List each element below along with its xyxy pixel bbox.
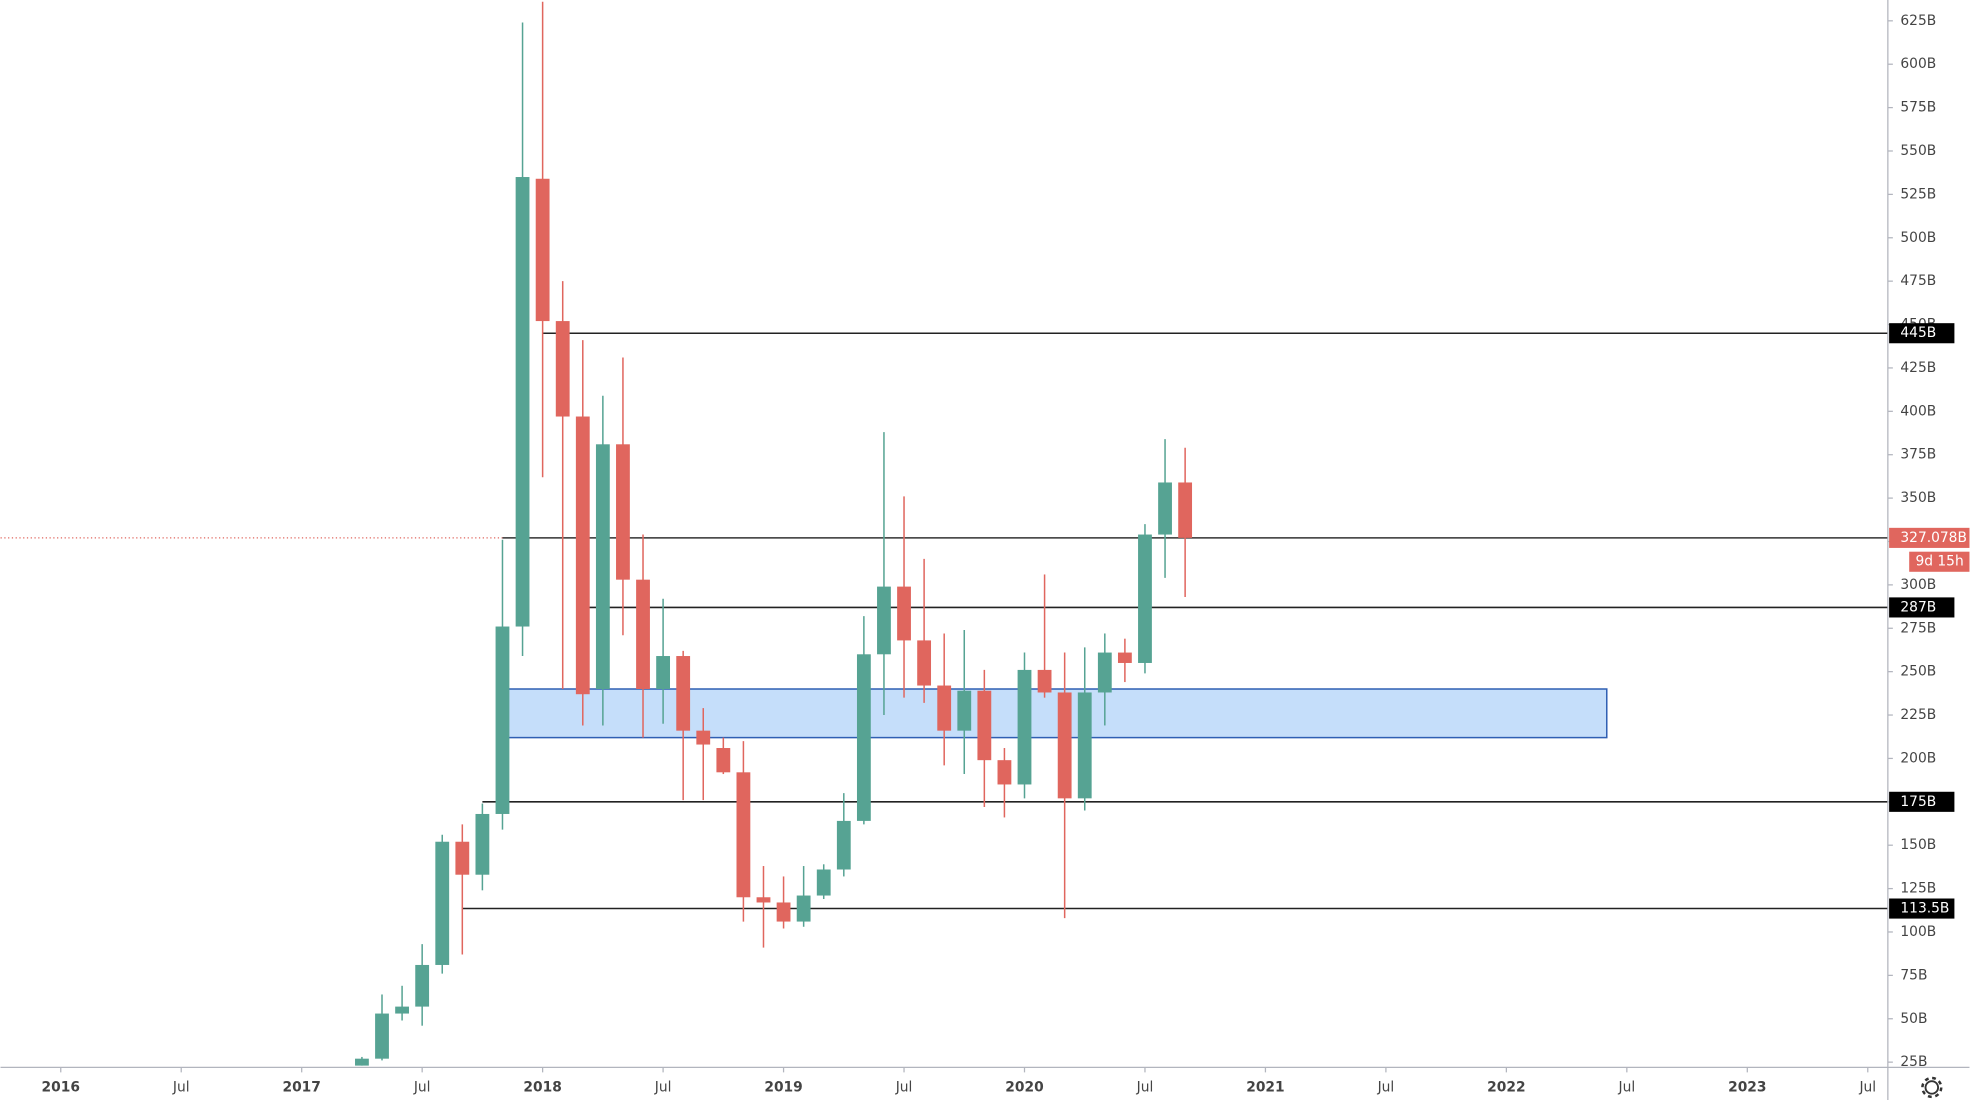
countdown-label: 9d 15h xyxy=(1915,554,1963,570)
y-tick-label: 425B xyxy=(1900,360,1936,376)
candle-body xyxy=(375,1013,389,1059)
x-tick-label: 2021 xyxy=(1246,1079,1284,1095)
x-tick-label: Jul xyxy=(1377,1079,1395,1095)
candle-body xyxy=(816,869,831,896)
y-tick-label: 350B xyxy=(1900,490,1936,506)
y-tick-label: 600B xyxy=(1900,56,1936,72)
y-tick-label: 400B xyxy=(1900,403,1936,419)
y-tick-label: 275B xyxy=(1900,620,1936,636)
candle-body xyxy=(1178,482,1193,538)
x-tick-label: Jul xyxy=(895,1079,913,1095)
candle-body xyxy=(776,902,791,922)
candle-body xyxy=(415,964,430,1007)
candle-body xyxy=(455,841,470,875)
x-tick-label: Jul xyxy=(1618,1079,1636,1095)
candle-body xyxy=(977,690,992,761)
x-tick-label: 2017 xyxy=(282,1079,320,1095)
y-tick-label: 200B xyxy=(1900,750,1936,766)
y-tick-label: 225B xyxy=(1900,707,1936,723)
x-tick-label: Jul xyxy=(1858,1079,1876,1095)
candle-body xyxy=(1037,669,1052,693)
x-tick-label: 2022 xyxy=(1487,1079,1525,1095)
candle-body xyxy=(535,178,550,322)
candle-body xyxy=(997,760,1012,785)
y-tick-label: 125B xyxy=(1900,881,1936,897)
candle-body xyxy=(957,690,972,731)
candle-body xyxy=(636,579,650,690)
y-tick-label: 75B xyxy=(1900,967,1927,983)
candle-body xyxy=(696,730,711,745)
price-tag xyxy=(1889,597,1955,618)
x-tick-label: 2016 xyxy=(42,1079,80,1095)
price-tag xyxy=(1889,323,1955,344)
price-tag-label: 175B xyxy=(1900,794,1936,810)
x-tick-label: Jul xyxy=(654,1079,672,1095)
candle-body xyxy=(937,685,952,731)
candle-body xyxy=(475,813,490,875)
candle-body xyxy=(917,640,932,686)
candle-body xyxy=(756,897,771,903)
price-tag xyxy=(1889,791,1955,812)
candle-body xyxy=(575,416,590,695)
x-tick-label: 2023 xyxy=(1728,1079,1766,1095)
price-tag-label: 287B xyxy=(1900,599,1936,615)
zone xyxy=(501,688,1608,739)
candle-body xyxy=(1158,482,1172,535)
y-tick-label: 500B xyxy=(1900,230,1936,246)
y-tick-label: 100B xyxy=(1900,924,1936,940)
settings-icon xyxy=(1924,1080,1940,1095)
candle-body xyxy=(897,586,911,641)
candle-body xyxy=(355,1058,369,1066)
x-tick-label: Jul xyxy=(413,1079,431,1095)
countdown-bg xyxy=(1909,551,1970,572)
candle-body xyxy=(856,654,871,821)
candle-body xyxy=(656,656,671,690)
candle-body xyxy=(676,656,691,731)
candle-body xyxy=(435,841,450,965)
price-tag-label: 445B xyxy=(1900,325,1936,341)
candle-body xyxy=(616,444,630,580)
y-tick-label: 50B xyxy=(1900,1011,1927,1027)
x-tick-label: 2020 xyxy=(1005,1079,1043,1095)
candle-body xyxy=(595,444,610,690)
candle-body xyxy=(555,321,570,417)
y-tick-label: 625B xyxy=(1900,13,1936,29)
candle-body xyxy=(515,177,530,627)
candle-body xyxy=(736,772,751,898)
y-tick-label: 550B xyxy=(1900,143,1936,159)
y-tick-label: 375B xyxy=(1900,447,1936,463)
candle-body xyxy=(716,748,731,773)
candle-body xyxy=(1138,534,1152,663)
y-tick-label: 150B xyxy=(1900,837,1936,853)
candle-body xyxy=(1057,692,1072,799)
y-tick-label: 25B xyxy=(1900,1054,1927,1070)
x-tick-label: 2019 xyxy=(764,1079,802,1095)
price-tag xyxy=(1889,527,1970,548)
plot-area xyxy=(0,1,1888,1066)
price-tag-label: 113.5B xyxy=(1900,901,1949,917)
y-tick-label: 575B xyxy=(1900,100,1936,116)
y-tick-label: 250B xyxy=(1900,664,1936,680)
candle-body xyxy=(1117,652,1132,663)
candle-body xyxy=(1017,669,1032,785)
candle-body xyxy=(1077,692,1092,799)
y-tick-label: 475B xyxy=(1900,273,1936,289)
x-tick-label: 2018 xyxy=(523,1079,561,1095)
candle-body xyxy=(836,820,851,870)
candle-body xyxy=(796,895,811,922)
candle-body xyxy=(395,1006,409,1014)
price-tag-label: 327.078B xyxy=(1900,530,1967,546)
x-tick-label: Jul xyxy=(1136,1079,1154,1095)
candle-body xyxy=(877,586,891,655)
y-tick-label: 525B xyxy=(1900,186,1936,202)
y-tick-label: 300B xyxy=(1900,577,1936,593)
x-tick-label: Jul xyxy=(172,1079,190,1095)
price-tag xyxy=(1889,898,1955,919)
candle-body xyxy=(1097,652,1112,693)
candle-body xyxy=(495,626,510,814)
